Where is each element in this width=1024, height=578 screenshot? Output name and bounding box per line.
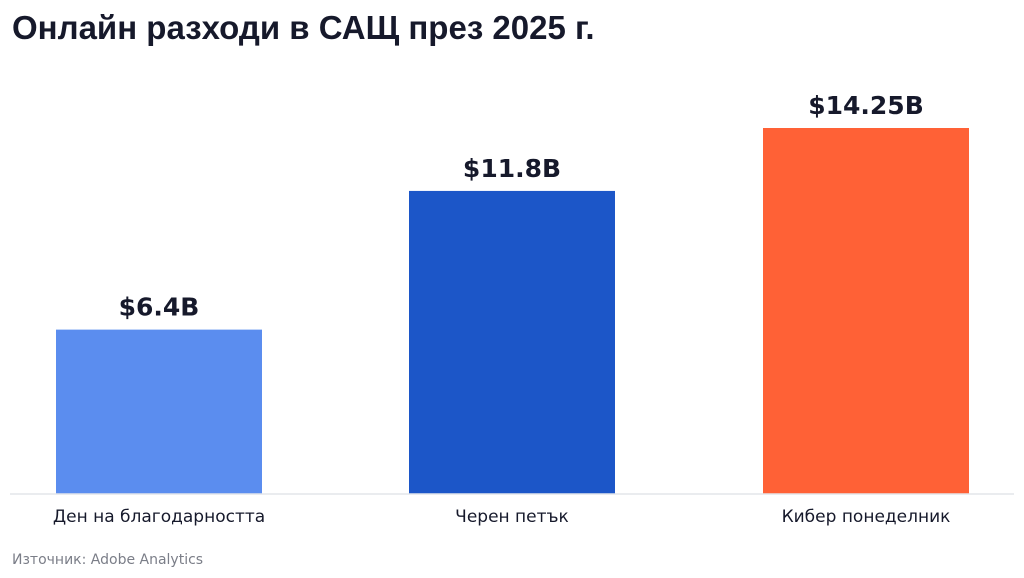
bars-group bbox=[56, 128, 969, 494]
bar-2 bbox=[409, 190, 615, 494]
bar-value-label-3: $14.25B bbox=[808, 91, 924, 120]
chart-title: Онлайн разходи в САЩ през 2025 г. bbox=[12, 9, 595, 46]
bar-value-label-2: $11.8B bbox=[463, 154, 561, 183]
category-labels-group: Ден на благодарността Черен петък Кибер по… bbox=[53, 507, 951, 527]
category-label-3: Кибер понеделник bbox=[782, 507, 951, 527]
value-labels-group: $6.4B $11.8B $14.25B bbox=[119, 91, 924, 322]
source-note: Източник: Adobe Analytics bbox=[12, 552, 204, 568]
category-label-1: Ден на благодарността bbox=[53, 507, 265, 527]
bar-value-label-1: $6.4B bbox=[119, 293, 200, 322]
bar-1 bbox=[56, 329, 262, 494]
bar-3 bbox=[763, 128, 969, 494]
category-label-2: Черен петък bbox=[455, 507, 569, 527]
